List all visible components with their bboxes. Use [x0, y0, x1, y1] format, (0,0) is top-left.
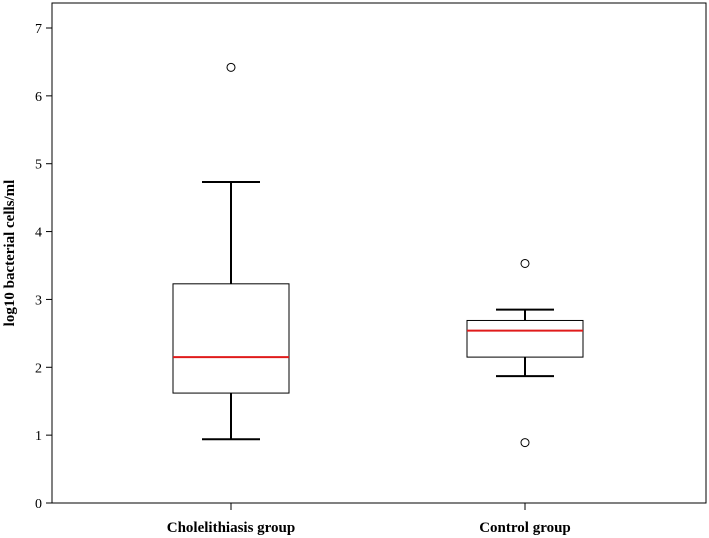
box-group	[466, 258, 584, 448]
y-tick-label: 1	[35, 429, 42, 444]
y-tick-label: 3	[35, 293, 42, 308]
plot-area-frame	[51, 2, 707, 504]
outlier-point	[520, 258, 530, 268]
y-tick-label: 0	[35, 497, 42, 512]
y-tick-label: 2	[35, 361, 42, 376]
outlier-point	[226, 62, 236, 72]
iqr-box	[172, 283, 290, 394]
x-category-label: Control group	[479, 520, 571, 536]
x-axis: Cholelithiasis group Control group	[167, 503, 571, 536]
y-tick-label: 7	[35, 22, 42, 37]
x-category-label: Cholelithiasis group	[167, 520, 296, 536]
y-axis: 0 1 2 3 4 5 6 7	[35, 22, 52, 512]
iqr-box	[466, 319, 584, 358]
boxes	[172, 62, 584, 448]
y-tick-label: 4	[35, 226, 42, 241]
box-group	[172, 62, 290, 441]
y-tick-label: 5	[35, 158, 42, 173]
outlier-point	[520, 438, 530, 448]
y-axis-title: log10 bacterial cells/ml	[2, 180, 18, 327]
y-tick-label: 6	[35, 90, 42, 105]
